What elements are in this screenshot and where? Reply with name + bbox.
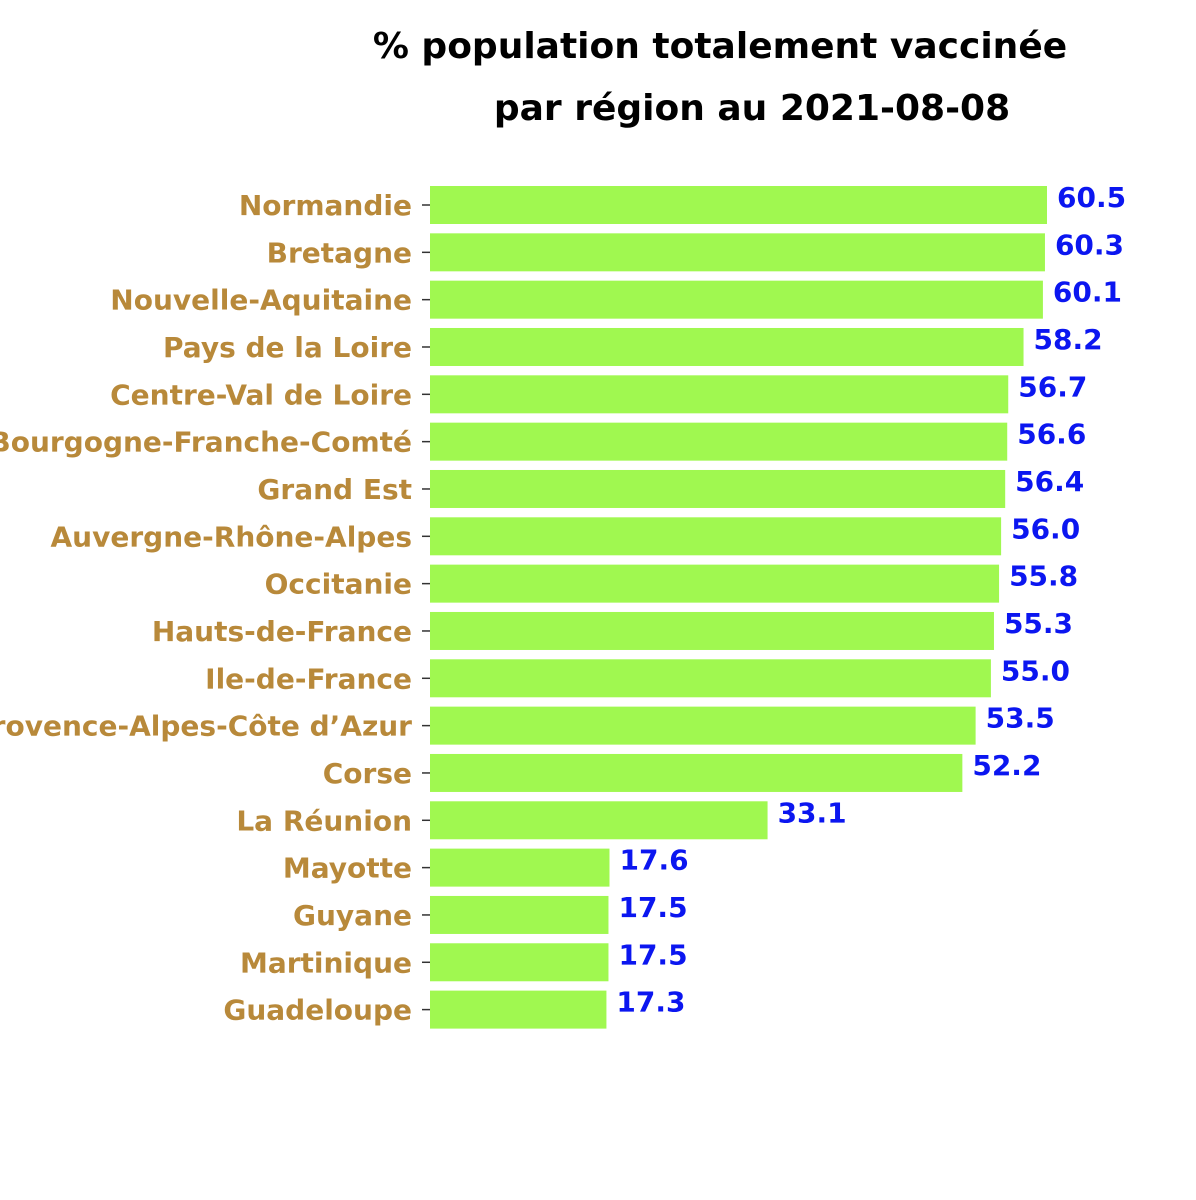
bar-0 xyxy=(430,186,1047,224)
bar-1 xyxy=(430,233,1045,272)
category-label-0: Normandie xyxy=(239,189,412,222)
value-label-13: 33.1 xyxy=(778,796,847,829)
bar-14 xyxy=(430,848,610,887)
bar-4 xyxy=(430,375,1009,414)
value-label-3: 58.2 xyxy=(1034,323,1103,356)
value-label-5: 56.6 xyxy=(1017,418,1086,451)
category-label-15: Guyane xyxy=(293,899,412,932)
value-label-9: 55.3 xyxy=(1004,607,1073,640)
value-label-15: 17.5 xyxy=(618,891,687,924)
value-label-6: 56.4 xyxy=(1015,465,1084,498)
bar-9 xyxy=(430,611,994,650)
category-label-17: Guadeloupe xyxy=(223,994,412,1027)
category-label-2: Nouvelle-Aquitaine xyxy=(110,284,412,317)
bar-8 xyxy=(430,564,1000,603)
bar-13 xyxy=(430,801,768,840)
bar-5 xyxy=(430,422,1008,461)
category-label-16: Martinique xyxy=(240,946,412,979)
chart-title-line-2: par région au 2021-08-08 xyxy=(494,88,1010,129)
value-label-16: 17.5 xyxy=(618,938,687,971)
value-label-14: 17.6 xyxy=(619,844,688,877)
category-label-7: Auvergne-Rhône-Alpes xyxy=(51,520,412,553)
category-label-3: Pays de la Loire xyxy=(163,331,412,364)
value-label-12: 52.2 xyxy=(972,749,1041,782)
bar-10 xyxy=(430,659,991,698)
category-labels-group: Normandie Bretagne Nouvelle-Aquitaine Pays … xyxy=(0,189,412,1027)
ticks-group xyxy=(422,204,430,1011)
value-label-11: 53.5 xyxy=(986,702,1055,735)
value-label-7: 56.0 xyxy=(1011,512,1080,545)
bar-15 xyxy=(430,895,609,934)
bar-6 xyxy=(430,469,1006,508)
category-label-10: Ile-de-France xyxy=(205,662,412,695)
category-label-5: Bourgogne-Franche-Comté xyxy=(0,426,412,459)
value-labels-group: 60.5 60.3 60.1 58.2 56.7 56.6 56.4 56.0 55.8 55.3… xyxy=(616,181,1126,1019)
bar-16 xyxy=(430,943,609,982)
value-label-10: 55.0 xyxy=(1001,654,1070,687)
bar-3 xyxy=(430,327,1024,366)
chart-title-line-1: % population totalement vaccinée xyxy=(373,26,1067,67)
category-label-6: Grand Est xyxy=(257,473,412,506)
value-label-2: 60.1 xyxy=(1053,276,1122,309)
category-label-14: Mayotte xyxy=(283,852,412,885)
bar-17 xyxy=(430,990,607,1029)
value-label-8: 55.8 xyxy=(1009,560,1078,593)
bar-2 xyxy=(430,280,1043,319)
value-label-4: 56.7 xyxy=(1018,370,1087,403)
bar-7 xyxy=(430,517,1002,556)
category-label-8: Occitanie xyxy=(265,568,412,601)
category-label-9: Hauts-de-France xyxy=(152,615,412,648)
category-label-12: Corse xyxy=(323,757,412,790)
category-label-4: Centre-Val de Loire xyxy=(110,378,412,411)
category-label-1: Bretagne xyxy=(267,236,412,269)
category-label-11: Provence-Alpes-Côte d’Azur xyxy=(0,710,412,743)
value-label-0: 60.5 xyxy=(1057,181,1126,214)
bars-group xyxy=(430,186,1047,1029)
category-label-13: La Réunion xyxy=(236,804,412,837)
bar-11 xyxy=(430,706,976,745)
bar-12 xyxy=(430,753,963,792)
value-label-1: 60.3 xyxy=(1055,228,1124,261)
value-label-17: 17.3 xyxy=(616,986,685,1019)
